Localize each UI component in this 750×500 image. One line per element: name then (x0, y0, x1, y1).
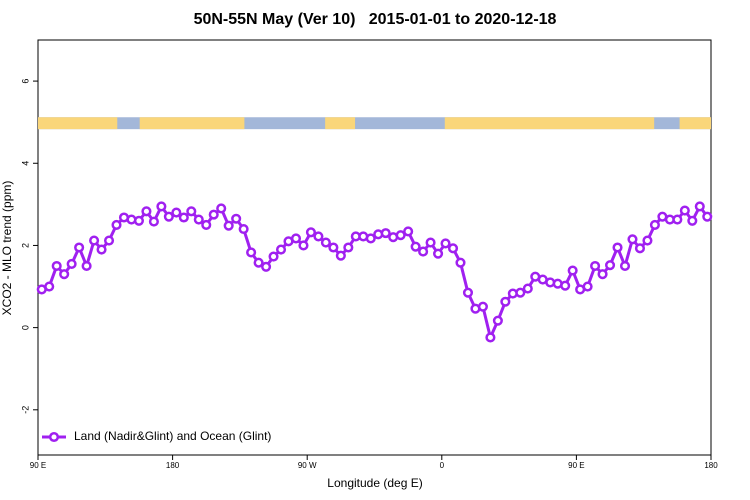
data-point (395, 230, 406, 241)
data-point (380, 228, 391, 239)
data-point (335, 250, 346, 261)
x-tick-label: 180 (166, 461, 180, 470)
data-point (320, 237, 331, 248)
land-segment (139, 117, 245, 130)
data-point (672, 214, 683, 225)
x-tick-label: 90 E (568, 461, 584, 470)
data-point (186, 206, 197, 217)
data-point (59, 269, 70, 280)
data-point (44, 281, 55, 292)
data-point (208, 209, 219, 220)
data-point (447, 243, 459, 254)
data-point (201, 219, 212, 230)
data-point (343, 242, 354, 253)
data-point (634, 243, 646, 254)
data-point (328, 242, 339, 253)
data-point (193, 214, 204, 225)
data-point (694, 201, 705, 212)
legend-label: Land (Nadir&Glint) and Ocean (Glint) (74, 429, 271, 443)
data-point (96, 244, 107, 255)
series-line (41, 203, 709, 343)
data-point (133, 215, 144, 226)
data-point (103, 235, 115, 246)
data-point (74, 242, 85, 253)
data-point (275, 244, 287, 255)
data-point (178, 212, 189, 223)
data-point (619, 260, 631, 272)
chart-title: 50N-55N May (Ver 10) 2015-01-01 to 2020-… (194, 11, 557, 28)
data-point (462, 287, 474, 298)
data-point (89, 235, 100, 246)
data-point (418, 246, 429, 257)
data-point (365, 233, 376, 244)
land-segment (38, 117, 118, 130)
land-segment (325, 117, 356, 130)
y-tick-label: 4 (20, 161, 30, 166)
data-point (515, 287, 526, 298)
plot-frame (37, 39, 712, 456)
data-point (246, 247, 257, 258)
data-point (627, 234, 638, 245)
data-point (81, 260, 92, 272)
data-point (216, 203, 227, 214)
data-point (687, 215, 698, 226)
data-point (410, 241, 421, 252)
y-tick-label: 2 (20, 243, 30, 248)
data-point (522, 283, 533, 294)
x-tick-label: 90 E (30, 461, 46, 470)
data-point (290, 233, 302, 244)
data-point (231, 213, 242, 224)
data-point (455, 257, 466, 268)
data-point (238, 223, 249, 235)
x-axis-label: Longitude (deg E) (327, 476, 422, 490)
x-tick-label: 90 W (298, 461, 317, 470)
data-point (148, 216, 159, 227)
data-point (500, 296, 511, 307)
data-point (141, 206, 152, 217)
data-point (163, 211, 174, 222)
data-point (305, 227, 316, 238)
x-tick-label: 0 (440, 461, 445, 470)
data-point (425, 237, 436, 248)
data-point (649, 219, 660, 230)
land-segment (679, 117, 711, 130)
data-point (492, 315, 503, 326)
data-point (560, 280, 571, 291)
land-segment (444, 117, 655, 130)
ocean-strip (38, 117, 711, 130)
data-point (66, 258, 77, 269)
data-point (51, 260, 62, 272)
data-point (253, 257, 264, 268)
y-axis-label: XCO2 - MLO trend (ppm) (0, 181, 14, 316)
data-point (605, 260, 616, 271)
data-point (597, 269, 608, 280)
data-point (440, 238, 451, 249)
data-point (313, 231, 324, 242)
y-tick-label: 6 (20, 79, 30, 84)
data-point (111, 219, 122, 230)
data-point (485, 332, 496, 343)
data-point (403, 226, 414, 237)
data-point (171, 207, 182, 218)
legend-marker (48, 431, 60, 443)
data-point (642, 235, 653, 246)
data-point (268, 251, 279, 262)
data-point (477, 301, 488, 312)
data-point (298, 240, 309, 251)
y-tick-label: 0 (20, 325, 30, 330)
data-point (261, 261, 272, 272)
data-point (223, 220, 234, 231)
data-point (679, 205, 690, 216)
data-point (702, 211, 713, 222)
data-point (156, 201, 167, 212)
data-point (433, 248, 444, 259)
data-point (567, 265, 578, 276)
data-point (612, 242, 623, 253)
data-point (590, 260, 601, 272)
x-tick-label: 180 (704, 461, 718, 470)
data-point (582, 281, 593, 292)
y-tick-label: -2 (20, 406, 30, 414)
